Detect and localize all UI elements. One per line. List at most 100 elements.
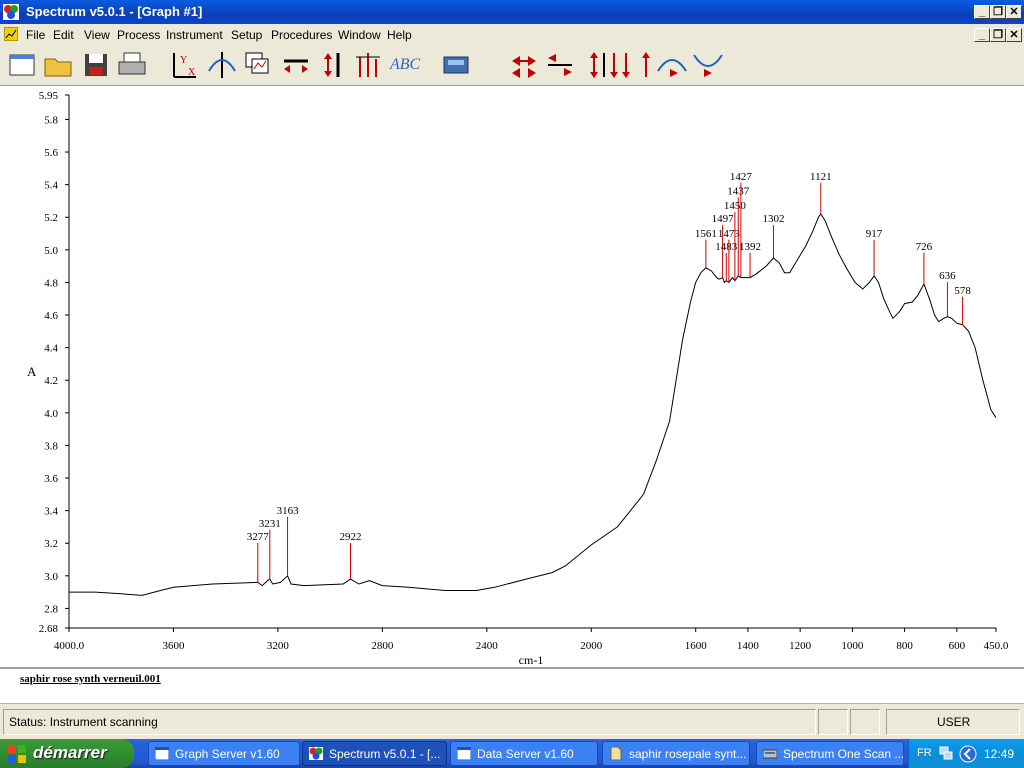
task-graph-server[interactable]: Graph Server v1.60	[148, 741, 300, 766]
peak-label: 917	[866, 228, 883, 240]
menu-process[interactable]: Process	[117, 28, 161, 42]
peak-label-icon[interactable]	[352, 49, 384, 81]
menu-bar: File Edit View Process Instrument Setup …	[0, 24, 1024, 45]
peak-down-icon[interactable]	[692, 49, 724, 81]
menu-window[interactable]: Window	[338, 28, 381, 42]
y-tick-label: 4.6	[44, 310, 58, 322]
y-tick-label: 5.4	[44, 180, 58, 192]
close-button[interactable]: ✕	[1006, 5, 1022, 19]
open-folder-icon[interactable]	[42, 49, 74, 81]
task-spectrum-one-scan[interactable]: Spectrum One Scan ...	[756, 741, 904, 766]
system-tray: FR 12:49	[908, 739, 1024, 768]
stretch-vertical-icon[interactable]	[578, 49, 610, 81]
doc-close-button[interactable]: ✕	[1006, 28, 1022, 42]
peak-label: 1392	[739, 241, 761, 253]
y-tick-label: 4.0	[44, 408, 58, 420]
expand-horizontal-icon[interactable]	[280, 49, 312, 81]
axis-xy-icon[interactable]: YX	[168, 49, 200, 81]
restore-button[interactable]: ❐	[990, 5, 1006, 19]
menu-help[interactable]: Help	[387, 28, 412, 42]
peak-label: 1437	[727, 185, 750, 197]
doc-restore-button[interactable]: ❐	[990, 28, 1006, 42]
y-tick-label: 3.6	[44, 473, 58, 485]
y-tick-label: 3.4	[44, 506, 58, 518]
menu-view[interactable]: View	[84, 28, 110, 42]
save-icon[interactable]	[80, 49, 112, 81]
peak-label: 1427	[730, 171, 753, 183]
print-icon[interactable]	[116, 49, 148, 81]
peak-label: 3277	[247, 531, 270, 543]
y-tick-label: 3.2	[44, 538, 58, 550]
task-saphir-file[interactable]: saphir rosepale synt...	[602, 741, 750, 766]
peak-label: 1561	[695, 228, 717, 240]
menu-edit[interactable]: Edit	[53, 28, 74, 42]
menu-file[interactable]: File	[26, 28, 46, 42]
text-label-icon[interactable]: ABC	[388, 49, 420, 81]
x-tick-label: 1600	[685, 640, 708, 652]
network-icon[interactable]	[939, 745, 953, 761]
scan-icon	[763, 749, 777, 759]
overlay-icon[interactable]	[242, 49, 274, 81]
status-bar: Status: Instrument scanning USER	[0, 703, 1024, 740]
doc-minimize-button[interactable]: _	[974, 28, 990, 42]
expand-vertical-icon[interactable]	[316, 49, 348, 81]
y-tick-label: 5.0	[44, 245, 58, 257]
x-tick-label: 2400	[476, 640, 499, 652]
minimize-button[interactable]: _	[974, 5, 990, 19]
y-tick-label: 4.8	[44, 277, 58, 289]
status-text-panel: Status: Instrument scanning	[3, 709, 816, 735]
shift-down-icon[interactable]	[604, 49, 636, 81]
x-tick-label: 600	[949, 640, 966, 652]
chevron-left-icon[interactable]	[959, 745, 977, 763]
status-panel-2	[850, 709, 880, 735]
svg-text:Y: Y	[180, 55, 187, 66]
spectrum-app-icon	[3, 4, 19, 20]
peak-label: 726	[916, 241, 933, 253]
menu-setup[interactable]: Setup	[231, 28, 263, 42]
spectrum-graph[interactable]: 2.68 2.8 3.0 3.2 3.4 3.6 3.8 4.0 4.2 4.4 4.6 4.8 5.0…	[0, 86, 1024, 667]
menu-instrument[interactable]: Instrument	[166, 28, 223, 42]
y-axis-label: A	[27, 364, 37, 379]
y-tick-label: 3.8	[44, 440, 58, 452]
document-chart-icon[interactable]	[4, 27, 18, 41]
start-button[interactable]: démarrer	[0, 739, 134, 768]
scroll-horizontal-icon[interactable]	[508, 49, 540, 81]
task-label: Data Server v1.60	[477, 747, 574, 761]
shift-up-icon[interactable]	[630, 49, 662, 81]
peak-label: 1450	[724, 200, 747, 212]
y-tick-label: 4.4	[44, 343, 58, 355]
x-tick-label: 450.0	[984, 640, 1009, 652]
menu-procedures[interactable]: Procedures	[271, 28, 333, 42]
window-title: Spectrum v5.0.1 - [Graph #1]	[26, 4, 203, 19]
x-tick-label: 3200	[267, 640, 290, 652]
y-tick-label: 5.2	[44, 212, 58, 224]
peak-label: 3163	[277, 505, 300, 517]
peak-label: 1497	[712, 213, 735, 225]
status-text: Status: Instrument scanning	[9, 715, 158, 729]
y-tick-label: 3.0	[44, 571, 58, 583]
peak-up-icon[interactable]	[656, 49, 688, 81]
cursor-cross-icon[interactable]	[206, 49, 238, 81]
svg-text:ABC: ABC	[389, 56, 420, 73]
spectrum-file-name[interactable]: saphir rose synth verneuil.001	[20, 673, 161, 685]
x-tick-label: 1000	[841, 640, 864, 652]
scanner-icon[interactable]	[440, 49, 472, 81]
task-spectrum[interactable]: Spectrum v5.0.1 - [...	[302, 741, 447, 766]
stretch-horizontal-icon[interactable]	[544, 49, 576, 81]
spectrum-chart[interactable]: 2.68 2.8 3.0 3.2 3.4 3.6 3.8 4.0 4.2 4.4 4.6 4.8 5.0…	[0, 86, 1024, 667]
x-tick-label: 4000.0	[54, 640, 85, 652]
task-data-server[interactable]: Data Server v1.60	[450, 741, 598, 766]
y-tick-label: 4.2	[44, 375, 58, 387]
new-icon[interactable]	[6, 49, 38, 81]
windows-logo-icon	[8, 745, 26, 763]
y-tick-label: 5.8	[44, 114, 58, 126]
x-tick-label: 2800	[371, 640, 394, 652]
peak-label: 3231	[259, 518, 281, 530]
x-tick-label: 1200	[789, 640, 812, 652]
y-tick-label: 5.6	[44, 147, 58, 159]
svg-text:X: X	[188, 67, 196, 78]
peak-label: 2922	[339, 531, 361, 543]
clock: 12:49	[984, 747, 1015, 761]
language-indicator[interactable]: FR	[917, 747, 932, 759]
